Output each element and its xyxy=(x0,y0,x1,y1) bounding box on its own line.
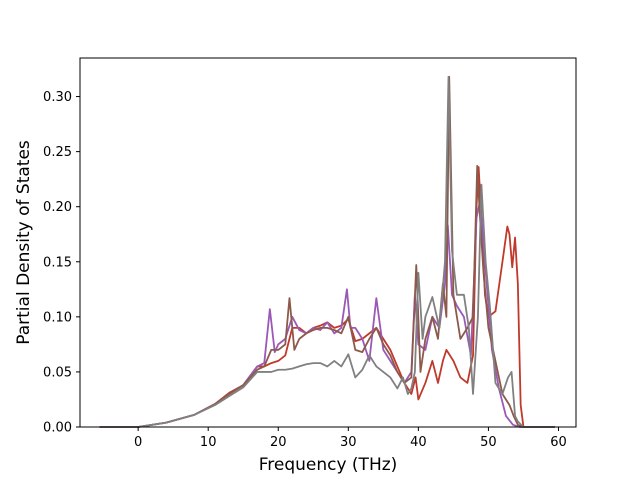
x-tick-label: 20 xyxy=(270,435,287,450)
x-axis-title: Frequency (THz) xyxy=(259,455,398,475)
series-line-2 xyxy=(99,200,555,428)
x-tick-label: 40 xyxy=(410,435,427,450)
y-axis-ticks: 0.00 0.05 0.10 0.15 0.20 0.25 0.30 xyxy=(43,90,80,436)
y-tick-label: 0.10 xyxy=(43,310,72,325)
x-tick-label: 10 xyxy=(200,435,217,450)
plot-frame xyxy=(79,57,577,428)
y-tick-label: 0.05 xyxy=(43,365,72,380)
x-tick-label: 50 xyxy=(480,435,497,450)
y-tick-label: 0.20 xyxy=(43,200,72,215)
x-tick-label: 60 xyxy=(550,435,567,450)
y-axis-title: Partial Density of States xyxy=(14,140,34,345)
y-tick-label: 0.25 xyxy=(43,145,72,160)
y-tick-label: 0.00 xyxy=(43,421,72,436)
series-line-1 xyxy=(99,166,555,428)
y-tick-label: 0.15 xyxy=(43,255,72,270)
x-tick-label: 0 xyxy=(134,435,142,450)
series-line-4 xyxy=(99,75,555,428)
x-tick-label: 30 xyxy=(340,435,357,450)
series-line-3 xyxy=(99,75,555,428)
x-axis-ticks: 0 10 20 30 40 50 60 xyxy=(134,427,567,450)
y-tick-label: 0.30 xyxy=(43,90,72,105)
plot-lines xyxy=(99,75,555,428)
